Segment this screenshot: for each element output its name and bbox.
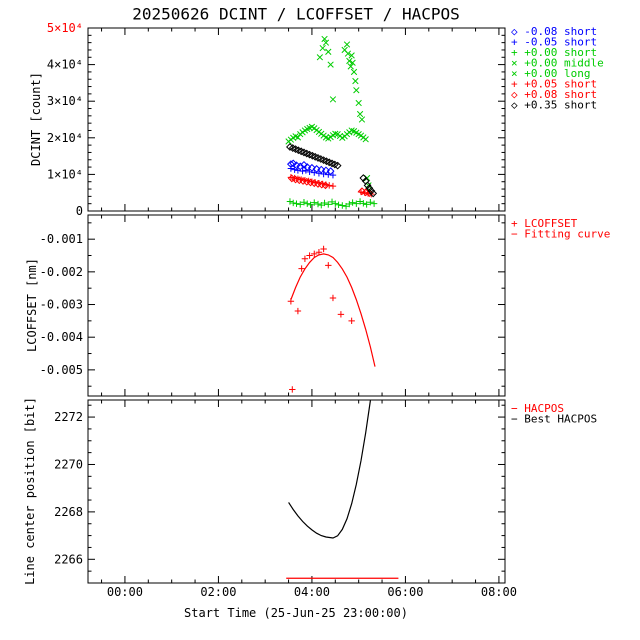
x-tick-label: 04:00	[294, 585, 330, 599]
series--0.05 short	[287, 165, 337, 179]
y-tick-label: 2266	[54, 552, 83, 566]
hacpos-panel: 00:00 02:00 04:00 06:00 08:00 2266 2268 2270 227…	[54, 399, 597, 599]
x-tick-label: 00:00	[107, 585, 143, 599]
curve-Best HACPOS	[288, 400, 371, 539]
y-tick-label: 0	[76, 204, 83, 218]
legend-item: − Best HACPOS	[511, 413, 597, 426]
y-tick-label: 3×10⁴	[47, 94, 83, 108]
legend-item: ◇ +0.35 short	[511, 99, 597, 112]
legend-item: ◇ +0.08 short	[511, 88, 597, 101]
hacpos-frame	[87, 399, 506, 584]
x-tick-label: 08:00	[481, 585, 517, 599]
dcint-frame	[87, 27, 506, 212]
y-tick-label: -0.003	[40, 298, 83, 312]
series-LCOFFSET	[287, 245, 355, 393]
x-tick-label: 06:00	[387, 585, 423, 599]
series-+0.00 short	[286, 198, 378, 210]
legend-item: − HACPOS	[511, 402, 564, 415]
legend-item: + LCOFFSET	[511, 217, 578, 230]
y-tick-label: -0.004	[40, 330, 83, 344]
lcoffset-frame	[87, 214, 506, 397]
y-tick-label: 2×10⁴	[47, 131, 83, 145]
series-+0.35 short	[286, 143, 378, 198]
curve-Fitting curve	[290, 253, 376, 367]
y-tick-label: -0.002	[40, 265, 83, 279]
x-axis-label: Start Time (25-Jun-25 23:00:00)	[184, 606, 408, 620]
legend-item: × +0.00 long	[511, 67, 590, 80]
legend-item: ◇ -0.08 short	[511, 25, 597, 38]
y-tick-label: 2270	[54, 457, 83, 471]
legend-item: × +0.00 middle	[511, 57, 604, 70]
series-+0.00 long	[316, 35, 366, 123]
y-tick-label: 5×10⁴	[47, 21, 83, 35]
legend-item: + +0.05 short	[511, 78, 597, 91]
y-tick-label: -0.001	[40, 232, 83, 246]
lcoffset-panel: -0.001 -0.002 -0.003 -0.004 -0.005 + LCOFFSET…	[40, 214, 610, 397]
y-tick-label: 1×10⁴	[47, 167, 83, 181]
legend-item: + -0.05 short	[511, 36, 597, 49]
y-tick-label: 4×10⁴	[47, 58, 83, 72]
y-tick-label: -0.005	[40, 363, 83, 377]
legend-item: − Fitting curve	[511, 228, 610, 241]
y-tick-label: 2268	[54, 505, 83, 519]
plot-title: 20250626 DCINT / LCOFFSET / HACPOS	[132, 4, 460, 24]
x-tick-label: 02:00	[200, 585, 236, 599]
y-tick-label: 2272	[54, 410, 83, 424]
legend-item: + +0.00 short	[511, 46, 597, 59]
